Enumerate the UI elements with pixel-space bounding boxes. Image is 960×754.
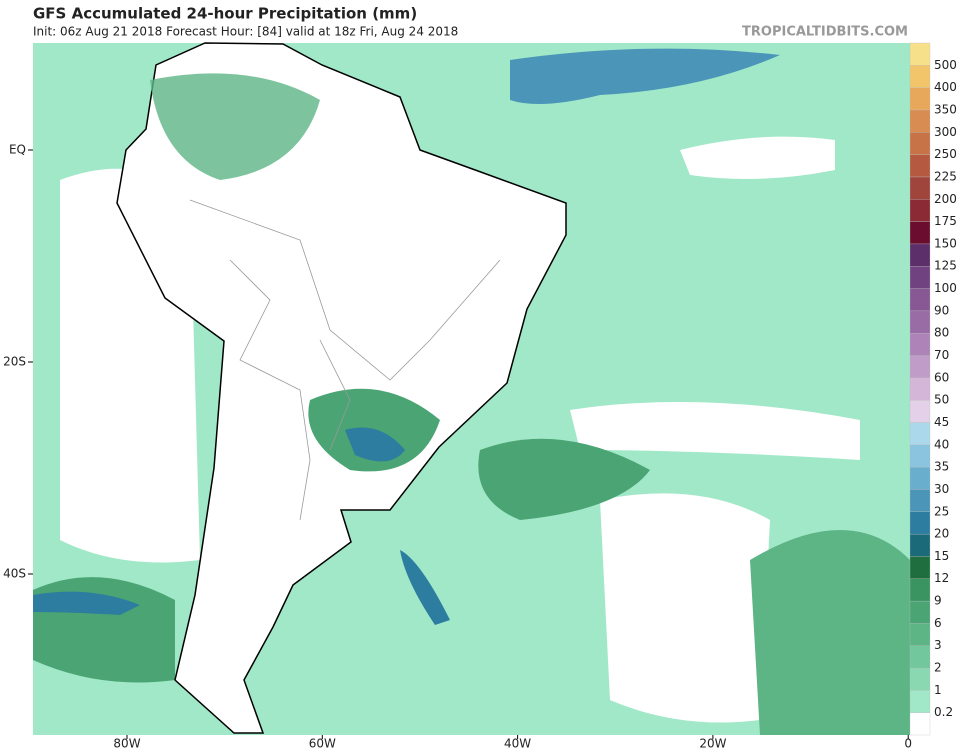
lat-label: 20S — [3, 355, 26, 369]
rain-area — [150, 73, 320, 180]
colorbar-swatch — [909, 355, 931, 378]
colorbar-swatch — [909, 176, 931, 200]
colorbar-label: 30 — [934, 482, 949, 496]
source: TROPICALTIDBITS.COM — [742, 25, 908, 40]
colorbar-swatch — [909, 533, 931, 557]
colorbar-label: 0.2 — [934, 705, 953, 719]
lon-label: 40W — [504, 737, 531, 751]
colorbar-swatch — [909, 422, 931, 445]
colorbar-label: 175 — [934, 214, 957, 228]
colorbar-label: 3 — [934, 638, 942, 652]
colorbar-swatch — [909, 243, 931, 267]
colorbar-swatch — [909, 333, 931, 356]
colorbar-swatch — [909, 87, 931, 111]
axes: EQ 20S 40S 80W 60W 40W 20W 0 — [3, 143, 912, 751]
rain-area — [345, 427, 405, 462]
dry-area — [680, 136, 835, 179]
dry-area — [570, 402, 860, 460]
colorbar-label: 15 — [934, 549, 949, 563]
colorbar-swatch — [909, 600, 931, 624]
colorbar-swatch — [909, 712, 931, 736]
colorbar-swatch — [909, 556, 931, 579]
colorbar-label: 20 — [934, 527, 949, 541]
colorbar-label: 250 — [934, 147, 957, 161]
colorbar-label: 200 — [934, 192, 957, 206]
colorbar-swatch — [909, 444, 931, 468]
colorbar-swatch — [909, 65, 931, 88]
lon-label: 0 — [904, 737, 912, 751]
colorbar-swatch — [909, 221, 931, 245]
colorbar-label: 225 — [934, 169, 957, 183]
colorbar-label: 500 — [934, 58, 957, 72]
colorbar-label: 25 — [934, 504, 949, 518]
colorbar-label: 9 — [934, 594, 942, 608]
colorbar-label: 50 — [934, 393, 949, 407]
colorbar-label: 12 — [934, 571, 949, 585]
rain-area — [750, 530, 910, 735]
colorbar-label: 6 — [934, 616, 942, 630]
colorbar-label: 400 — [934, 80, 957, 94]
colorbar-label: 100 — [934, 281, 957, 295]
colorbar-label: 70 — [934, 348, 949, 362]
colorbar-label: 35 — [934, 460, 949, 474]
colorbar-label: 2 — [934, 661, 942, 675]
rain-area — [400, 550, 450, 625]
colorbar-swatch — [909, 466, 931, 490]
colorbar-swatch — [909, 266, 931, 289]
colorbar-swatch — [909, 288, 931, 312]
colorbar-swatch — [909, 310, 931, 334]
colorbar-swatch — [909, 42, 931, 66]
map — [33, 42, 910, 735]
colorbar-swatch — [909, 511, 931, 535]
continent — [116, 42, 567, 734]
rain-area — [478, 438, 650, 520]
colorbar-swatch — [909, 400, 931, 423]
lat-label: 40S — [3, 567, 26, 581]
colorbar-label: 125 — [934, 259, 957, 273]
colorbar-swatch — [909, 645, 931, 669]
subtitle: Init: 06z Aug 21 2018 Forecast Hour: [84… — [33, 25, 458, 39]
borders — [189, 199, 501, 521]
rain-area — [510, 48, 780, 104]
lon-label: 20W — [699, 737, 726, 751]
colorbar-label: 90 — [934, 303, 949, 317]
colorbar-swatch — [909, 109, 931, 133]
colorbar-swatch — [909, 667, 931, 691]
colorbar-swatch — [909, 199, 931, 222]
dry-area — [600, 493, 770, 723]
colorbar: 0.21236912152025303540455060708090100125… — [909, 42, 957, 736]
colorbar-label: 300 — [934, 125, 957, 139]
lat-label: EQ — [9, 143, 26, 157]
colorbar-swatch — [909, 377, 931, 401]
colorbar-label: 60 — [934, 370, 949, 384]
colorbar-swatch — [909, 132, 931, 155]
colorbar-swatch — [909, 489, 931, 512]
lon-label: 80W — [113, 737, 140, 751]
title: GFS Accumulated 24-hour Precipitation (m… — [33, 5, 417, 23]
colorbar-swatch — [909, 578, 931, 602]
lon-label: 60W — [309, 737, 336, 751]
colorbar-swatch — [909, 690, 931, 713]
colorbar-label: 80 — [934, 326, 949, 340]
colorbar-label: 350 — [934, 102, 957, 116]
colorbar-label: 1 — [934, 683, 942, 697]
colorbar-swatch — [909, 154, 931, 178]
rain-area — [33, 591, 140, 615]
colorbar-label: 45 — [934, 415, 949, 429]
colorbar-swatch — [909, 623, 931, 646]
colorbar-label: 40 — [934, 437, 949, 451]
colorbar-label: 150 — [934, 236, 957, 250]
